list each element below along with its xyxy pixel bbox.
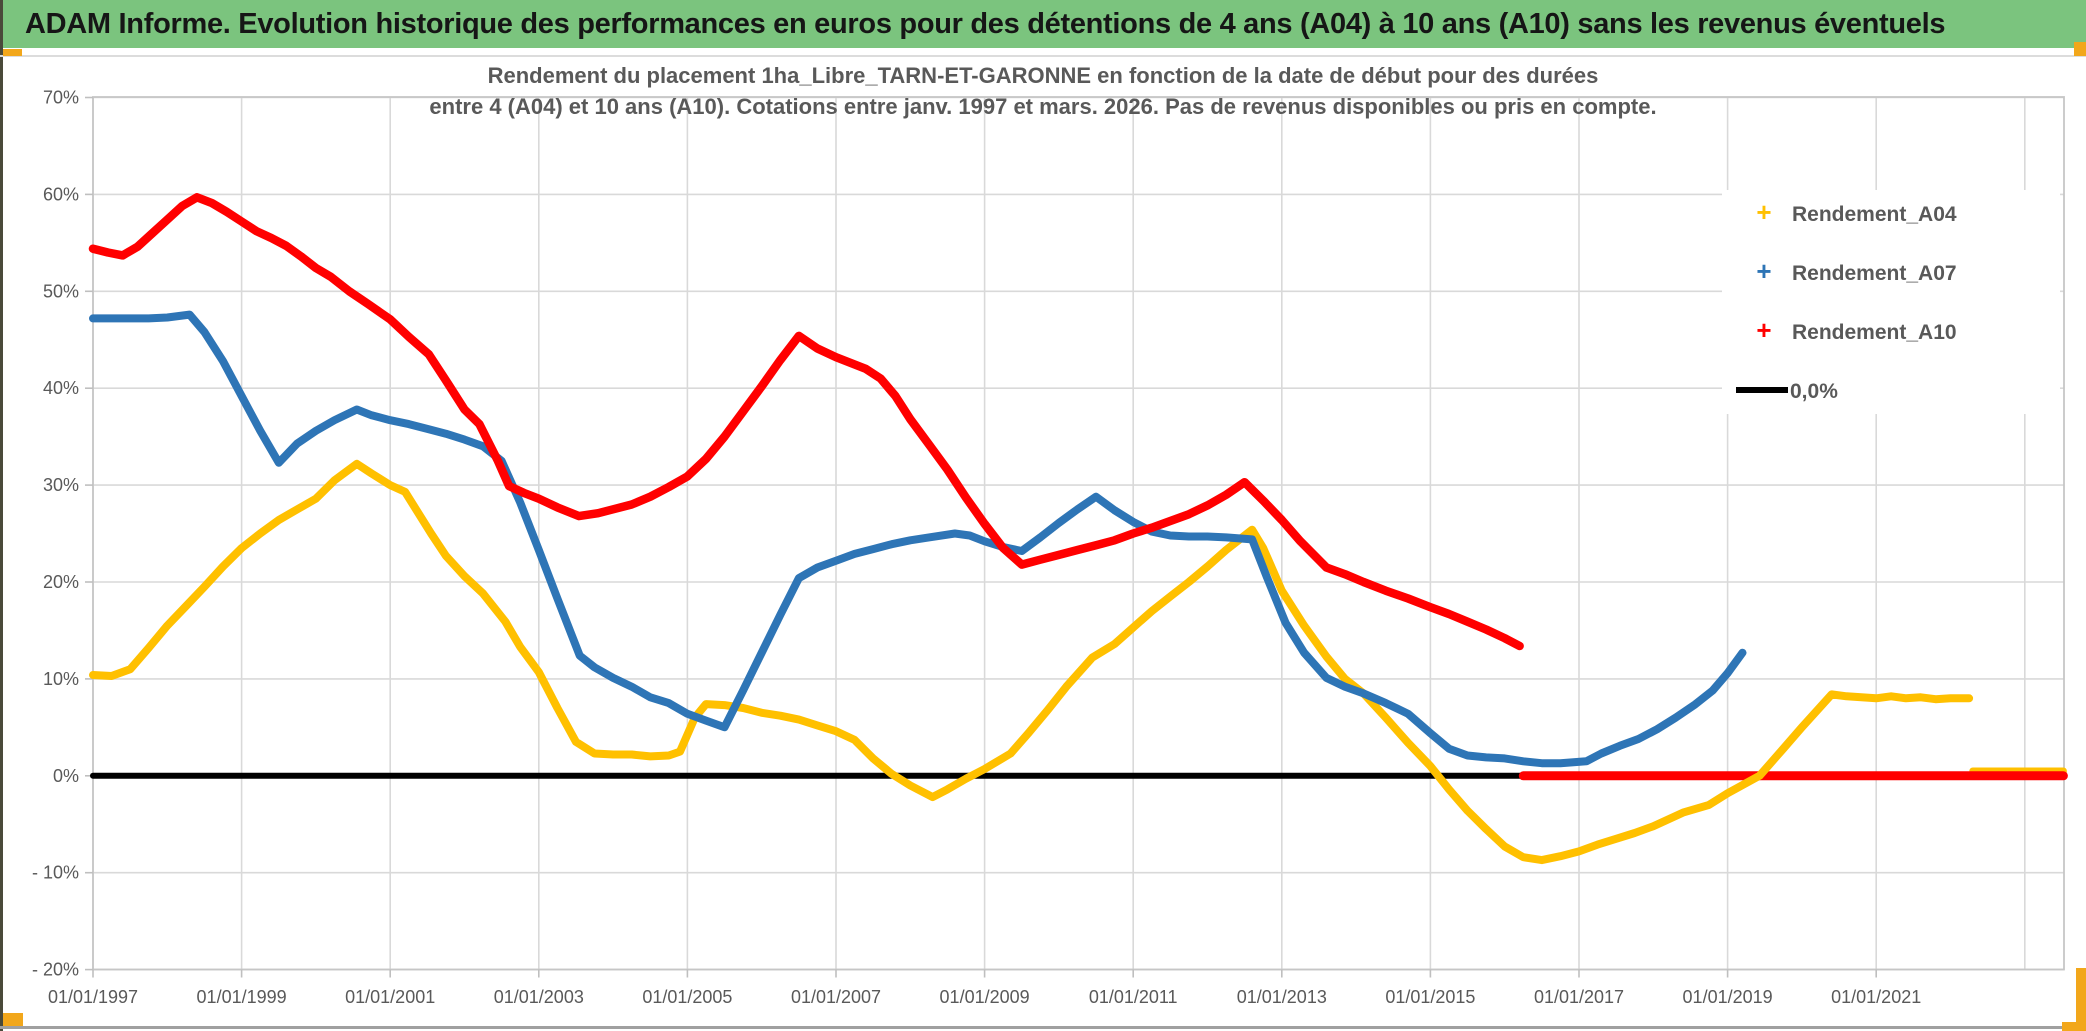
y-axis-label: 10%	[43, 669, 79, 689]
legend-label: Rendement_A07	[1792, 262, 1957, 285]
x-axis-label: 01/01/2019	[1683, 987, 1773, 1007]
chart-title-line1: Rendement du placement 1ha_Libre_TARN-ET…	[487, 63, 1599, 88]
legend-plus-marker-icon: +	[1756, 197, 1771, 227]
legend-item-rendement-a04[interactable]: + Rendement_A04	[1756, 197, 1956, 227]
y-axis-label: - 20%	[32, 960, 79, 980]
plot-frame	[92, 96, 2065, 971]
corner-accent-bottom-right-horizontal	[2062, 1022, 2086, 1031]
legend-plus-marker-icon: +	[1756, 256, 1771, 286]
series-rendement-a07[interactable]	[89, 310, 1747, 768]
legend-item-0-0-[interactable]: 0,0%	[1736, 380, 1838, 403]
legend-label: Rendement_A04	[1792, 203, 1957, 226]
corner-accent-bottom-right-vertical	[2076, 968, 2086, 1031]
y-axis-label: 30%	[43, 475, 79, 495]
legend-label: 0,0%	[1790, 380, 1838, 403]
y-axis-label: - 10%	[32, 863, 79, 883]
page-bottom-border	[0, 1026, 2086, 1029]
legend-item-rendement-a07[interactable]: + Rendement_A07	[1756, 256, 1956, 286]
x-axis-label: 01/01/2015	[1385, 987, 1475, 1007]
window-left-border	[0, 0, 3, 1031]
legend-background	[1722, 190, 2060, 414]
x-axis-label: 01/01/1999	[197, 987, 287, 1007]
x-axis-label: 01/01/2021	[1831, 987, 1921, 1007]
legend-item-rendement-a10[interactable]: + Rendement_A10	[1756, 315, 1956, 345]
chart-title-line2: entre 4 (A04) et 10 ans (A10). Cotations…	[429, 94, 1657, 119]
y-axis-label: 70%	[43, 88, 79, 108]
legend-plus-marker-icon: +	[1756, 315, 1771, 345]
header-divider	[0, 55, 2086, 57]
x-axis-label: 01/01/2009	[940, 987, 1030, 1007]
x-axis-label: 01/01/2003	[494, 987, 584, 1007]
x-axis-label: 01/01/2011	[1089, 987, 1178, 1007]
series-rendement-a04[interactable]	[89, 459, 1974, 865]
y-axis-label: 20%	[43, 572, 79, 592]
page-title: ADAM Informe. Evolution historique des p…	[25, 7, 1946, 40]
chart-title: Rendement du placement 1ha_Libre_TARN-ET…	[0, 60, 2086, 122]
corner-accent-top-left	[3, 49, 22, 56]
y-axis-label: 50%	[43, 281, 79, 301]
x-axis-label: 01/01/1997	[48, 987, 138, 1007]
x-axis-label: 01/01/2013	[1237, 987, 1327, 1007]
legend-label: Rendement_A10	[1792, 321, 1957, 344]
y-axis-label: 60%	[43, 184, 79, 204]
corner-accent-bottom-left	[3, 1013, 23, 1026]
corner-accent-top-right	[2074, 42, 2086, 56]
series-rendement-a10[interactable]	[88, 193, 1524, 651]
app-header: ADAM Informe. Evolution historique des p…	[3, 0, 2086, 48]
x-axis-label: 01/01/2017	[1534, 987, 1624, 1007]
x-axis-label: 01/01/2007	[791, 987, 881, 1007]
x-axis-label: 01/01/2001	[345, 987, 435, 1007]
x-axis-label: 01/01/2005	[642, 987, 732, 1007]
y-axis-label: 40%	[43, 378, 79, 398]
y-axis-label: 0%	[53, 766, 79, 786]
